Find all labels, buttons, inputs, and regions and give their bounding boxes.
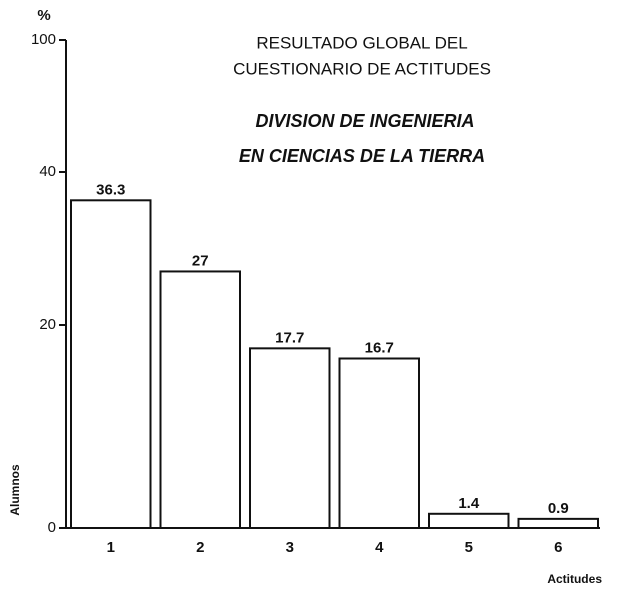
bar bbox=[249, 347, 331, 529]
x-axis-label: Actitudes bbox=[547, 572, 602, 586]
value-label: 16.7 bbox=[365, 339, 394, 356]
bar bbox=[517, 517, 599, 529]
x-tick-label: 4 bbox=[375, 539, 384, 556]
bar bbox=[428, 512, 510, 529]
value-label: 17.7 bbox=[275, 329, 304, 346]
y-axis-label: Alumnos bbox=[8, 464, 22, 516]
x-tick-label: 3 bbox=[286, 539, 294, 556]
x-tick-label: 2 bbox=[196, 539, 204, 556]
x-tick-label: 1 bbox=[107, 539, 115, 556]
x-tick-label: 5 bbox=[465, 539, 473, 556]
y-tick-label: 20 bbox=[39, 316, 56, 333]
chart-subtitle: DIVISION DE INGENIERIA bbox=[255, 111, 474, 131]
y-tick-label: 0 bbox=[48, 519, 56, 536]
value-label: 0.9 bbox=[548, 500, 569, 517]
bar bbox=[159, 270, 241, 529]
bar bbox=[70, 199, 152, 529]
bar bbox=[338, 357, 420, 529]
y-tick-label: 100 bbox=[31, 31, 56, 48]
chart-title: RESULTADO GLOBAL DEL bbox=[256, 33, 467, 52]
chart-title: CUESTIONARIO DE ACTITUDES bbox=[233, 59, 491, 78]
y-tick-label: 40 bbox=[39, 163, 56, 180]
value-label: 27 bbox=[192, 252, 209, 269]
chart-subtitle: EN CIENCIAS DE LA TIERRA bbox=[239, 146, 485, 166]
y-unit: % bbox=[37, 7, 50, 24]
value-label: 1.4 bbox=[458, 495, 480, 512]
value-label: 36.3 bbox=[96, 181, 125, 198]
x-tick-label: 6 bbox=[554, 539, 562, 556]
